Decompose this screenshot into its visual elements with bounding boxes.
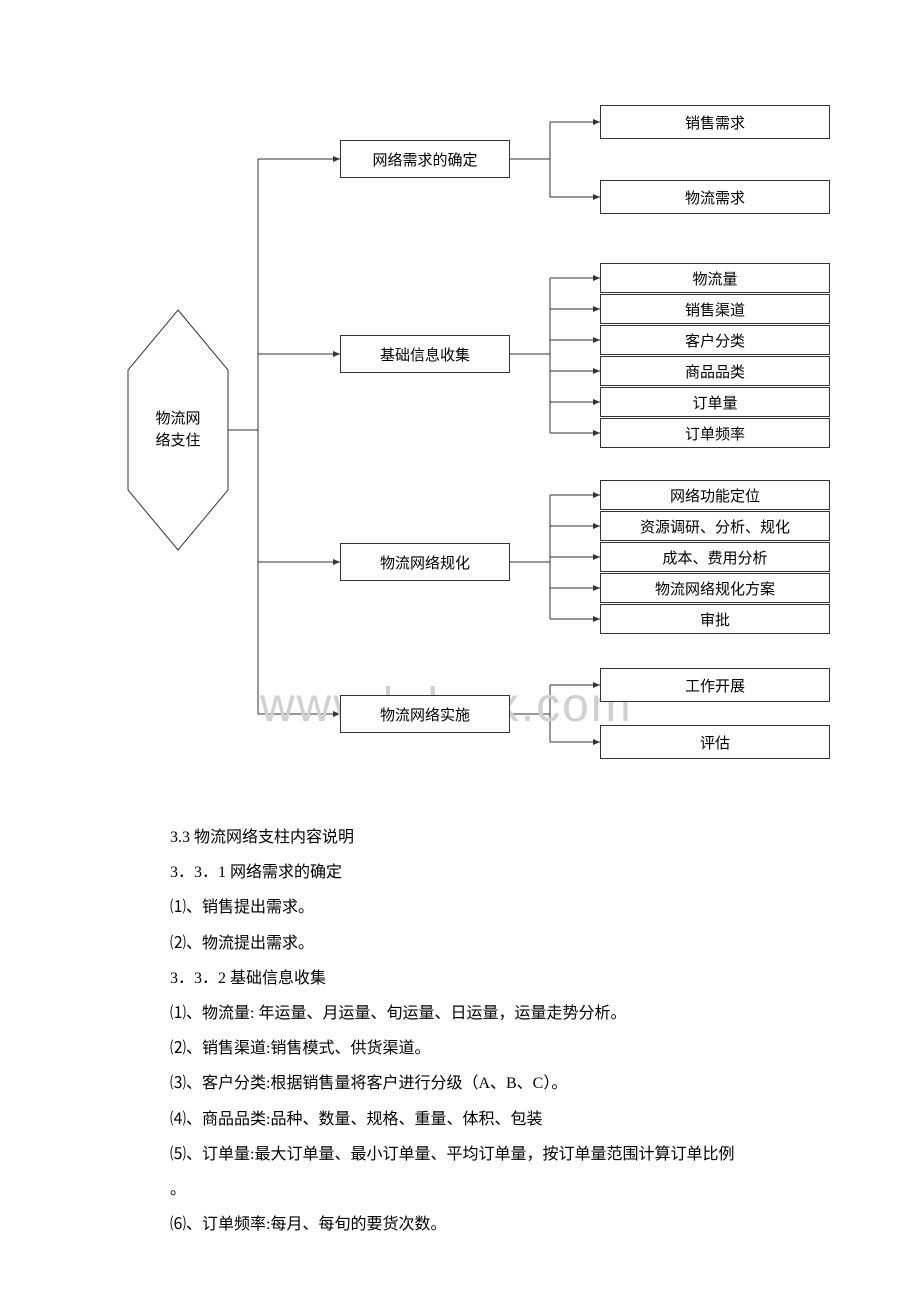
line-332-3: ⑶、客户分类:根据销售量将客户进行分级（A、B、C）。 <box>170 1066 800 1101</box>
root-node: 物流网络支住 <box>128 370 228 490</box>
level3-node-0: 销售需求 <box>600 105 830 139</box>
flowchart: www.bdocx.com 物流网络支住网络需求的确定基础信息收集物流网络规化物… <box>0 0 920 800</box>
heading-332: 3．3．2 基础信息收集 <box>170 961 800 996</box>
heading-33: 3.3 物流网络支柱内容说明 <box>170 820 800 855</box>
line-332-6: ⑹、订单频率:每月、每旬的要货次数。 <box>170 1207 800 1242</box>
level3-node-3: 销售渠道 <box>600 294 830 324</box>
level3-node-4: 客户分类 <box>600 325 830 355</box>
line-331-1: ⑴、销售提出需求。 <box>170 890 800 925</box>
level3-node-10: 成本、费用分析 <box>600 542 830 572</box>
level2-node-3: 物流网络实施 <box>340 695 510 733</box>
level3-node-8: 网络功能定位 <box>600 480 830 510</box>
line-332-2: ⑵、销售渠道:销售模式、供货渠道。 <box>170 1031 800 1066</box>
level2-node-2: 物流网络规化 <box>340 543 510 581</box>
level3-node-9: 资源调研、分析、规化 <box>600 511 830 541</box>
level3-node-5: 商品品类 <box>600 356 830 386</box>
level3-node-7: 订单频率 <box>600 418 830 448</box>
line-332-5b: 。 <box>170 1172 800 1207</box>
level3-node-11: 物流网络规化方案 <box>600 573 830 603</box>
level3-node-6: 订单量 <box>600 387 830 417</box>
document-text: 3.3 物流网络支柱内容说明 3．3．1 网络需求的确定 ⑴、销售提出需求。 ⑵… <box>0 800 920 1282</box>
level3-node-14: 评估 <box>600 725 830 759</box>
level2-node-0: 网络需求的确定 <box>340 140 510 178</box>
line-332-1: ⑴、物流量: 年运量、月运量、旬运量、日运量，运量走势分析。 <box>170 996 800 1031</box>
line-331-2: ⑵、物流提出需求。 <box>170 926 800 961</box>
line-332-5: ⑸、订单量:最大订单量、最小订单量、平均订单量，按订单量范围计算订单比例 <box>170 1137 800 1172</box>
level3-node-12: 审批 <box>600 604 830 634</box>
level2-node-1: 基础信息收集 <box>340 335 510 373</box>
level3-node-13: 工作开展 <box>600 668 830 702</box>
level3-node-1: 物流需求 <box>600 180 830 214</box>
heading-331: 3．3．1 网络需求的确定 <box>170 855 800 890</box>
level3-node-2: 物流量 <box>600 263 830 293</box>
line-332-4: ⑷、商品品类:品种、数量、规格、重量、体积、包装 <box>170 1102 800 1137</box>
